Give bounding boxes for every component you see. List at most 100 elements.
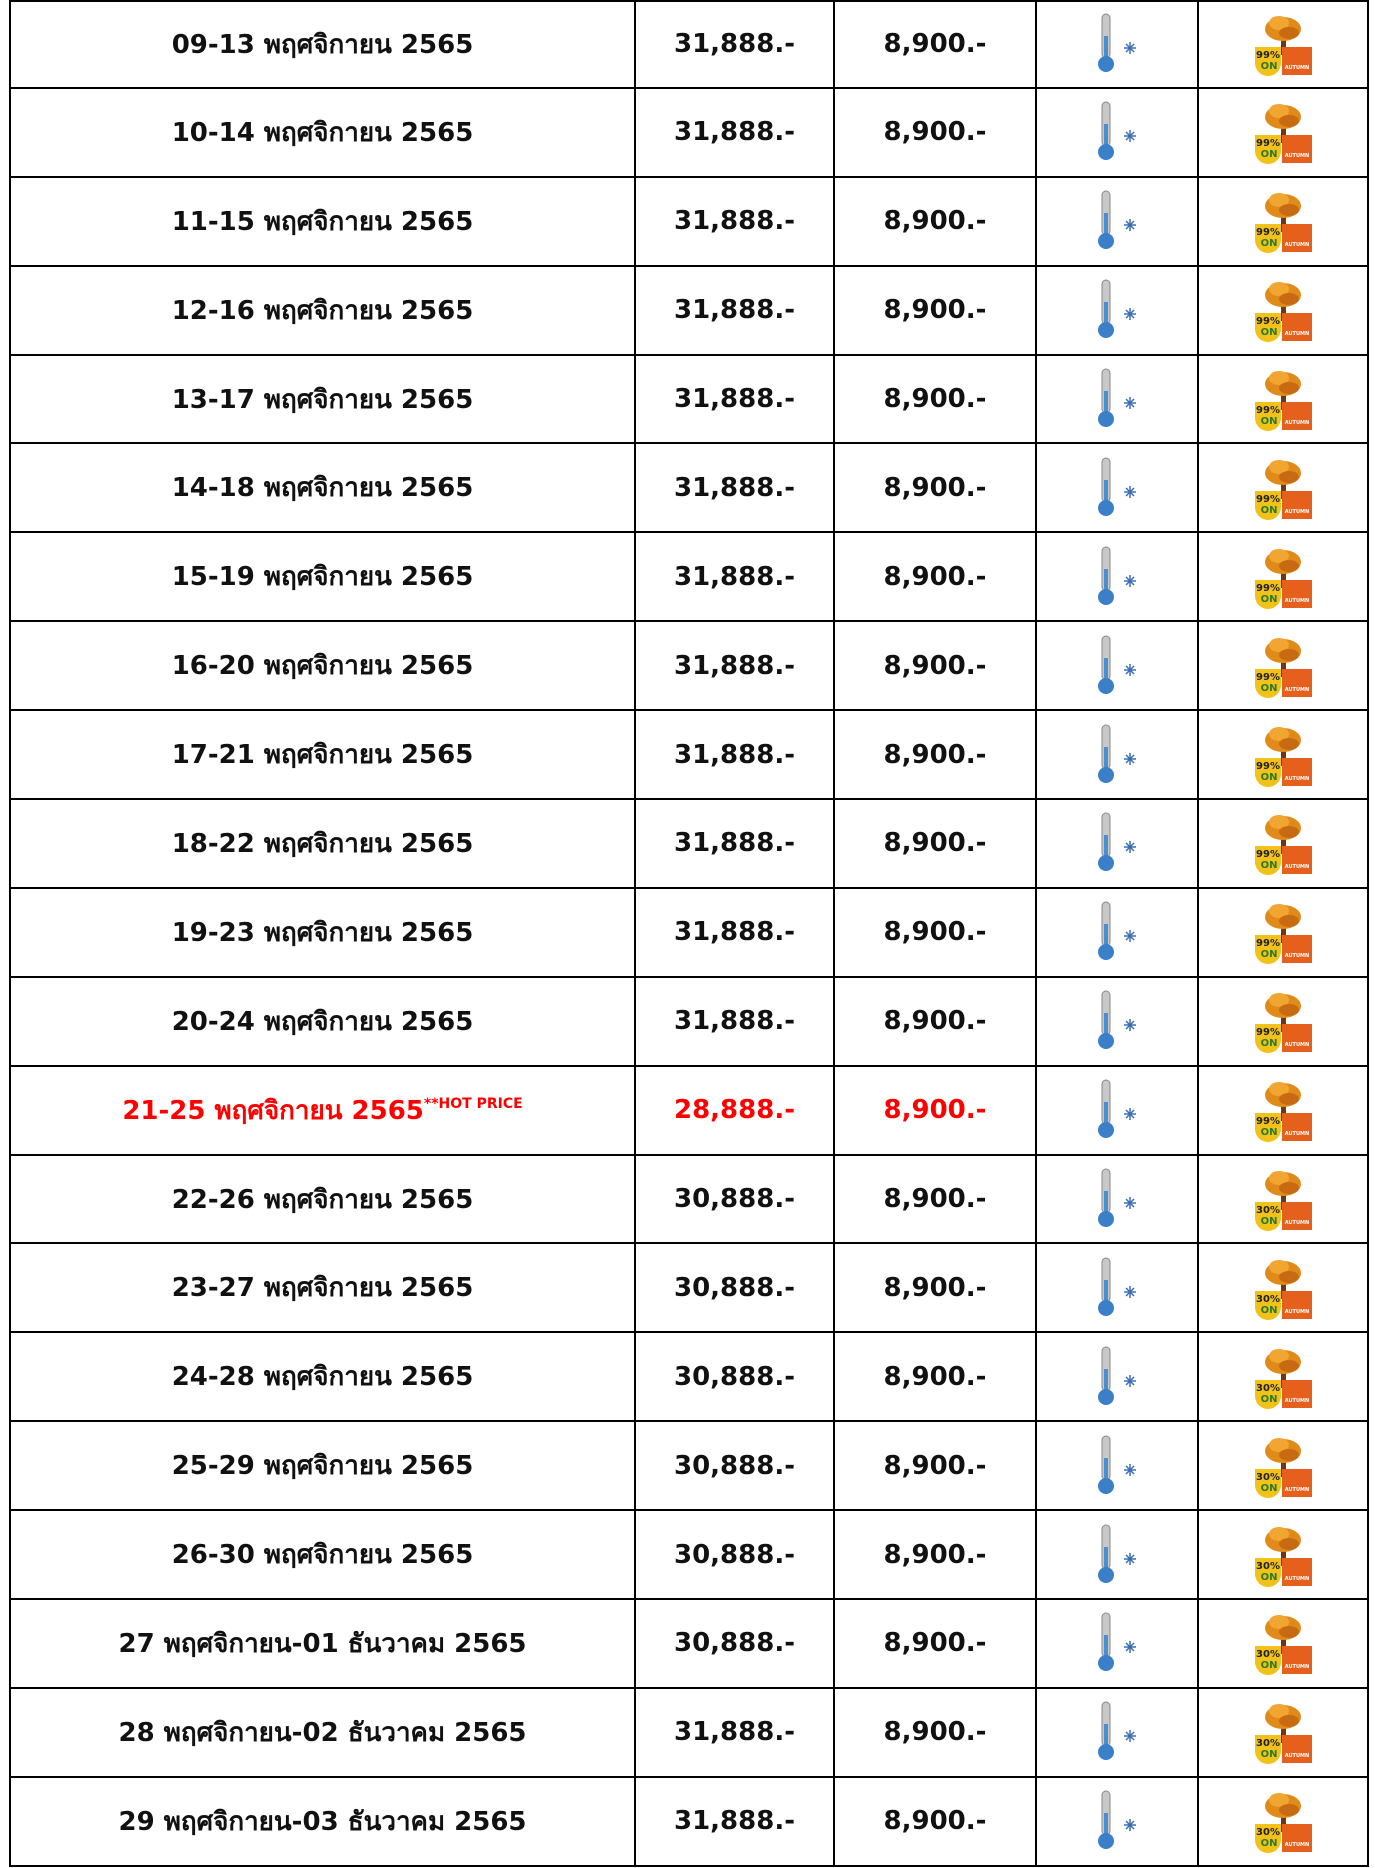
price-cell: 31,888.-	[636, 533, 835, 620]
date-cell: 19-23 พฤศจิกายน 2565	[11, 889, 636, 976]
weather-cell	[1037, 356, 1199, 443]
single-cell: 8,900.-	[835, 711, 1037, 798]
date: 14-18 พฤศจิกายน 2565	[172, 467, 474, 508]
badge-percent: 30%	[1256, 1738, 1280, 1749]
price: 31,888.-	[674, 1806, 795, 1836]
badge-label: AUTUMN	[1285, 776, 1309, 782]
badge-percent: 99%	[1256, 405, 1280, 416]
single-cell: 8,900.-	[835, 889, 1037, 976]
single-cell: 8,900.-	[835, 1422, 1037, 1509]
single-supplement: 8,900.-	[884, 29, 987, 59]
single-supplement: 8,900.-	[884, 295, 987, 325]
date: 20-24 พฤศจิกายน 2565	[172, 1001, 474, 1042]
weather-cell	[1037, 1244, 1199, 1331]
badge-label: AUTUMN	[1285, 598, 1309, 604]
single-cell: 8,900.-	[835, 356, 1037, 443]
price: 31,888.-	[674, 29, 795, 59]
single-cell: 8,900.-	[835, 533, 1037, 620]
single-supplement: 8,900.-	[884, 1540, 987, 1570]
badge-label: AUTUMN	[1285, 65, 1309, 71]
badge-on: ON	[1261, 1749, 1278, 1760]
single-supplement: 8,900.-	[884, 206, 987, 236]
cold-icon	[1092, 1167, 1142, 1231]
badge-label: AUTUMN	[1285, 1753, 1309, 1759]
badge-label: AUTUMN	[1285, 1131, 1309, 1137]
price-cell: 30,888.-	[636, 1156, 835, 1243]
single-supplement: 8,900.-	[884, 828, 987, 858]
single-cell: 8,900.-	[835, 267, 1037, 354]
badge-label: AUTUMN	[1285, 242, 1309, 248]
single-supplement: 8,900.-	[884, 1362, 987, 1392]
badge-on: ON	[1261, 1394, 1278, 1405]
badge-label: AUTUMN	[1285, 687, 1309, 693]
badge-percent: 30%	[1256, 1827, 1280, 1838]
table-row: 26-30 พฤศจิกายน 2565 30,888.- 8,900.- 30%O…	[11, 1511, 1367, 1600]
single-supplement: 8,900.-	[884, 1184, 987, 1214]
price: 30,888.-	[674, 1362, 795, 1392]
cold-icon	[1092, 456, 1142, 520]
weather-cell	[1037, 800, 1199, 887]
single-supplement: 8,900.-	[884, 117, 987, 147]
badge-label: AUTUMN	[1285, 864, 1309, 870]
badge-label: AUTUMN	[1285, 509, 1309, 515]
date-cell: 18-22 พฤศจิกายน 2565	[11, 800, 636, 887]
date: 22-26 พฤศจิกายน 2565	[172, 1179, 474, 1220]
date: 28 พฤศจิกายน-02 ธันวาคม 2565	[118, 1712, 526, 1753]
date-cell: 27 พฤศจิกายน-01 ธันวาคม 2565	[11, 1600, 636, 1687]
badge-label: AUTUMN	[1285, 331, 1309, 337]
price: 30,888.-	[674, 1273, 795, 1303]
price: 30,888.-	[674, 1540, 795, 1570]
single-cell: 8,900.-	[835, 1156, 1037, 1243]
date-cell: 24-28 พฤศจิกายน 2565	[11, 1333, 636, 1420]
single-supplement: 8,900.-	[884, 917, 987, 947]
single-cell: 8,900.-	[835, 978, 1037, 1065]
badge-percent: 99%	[1256, 938, 1280, 949]
badge-percent: 30%	[1256, 1383, 1280, 1394]
weather-cell	[1037, 1600, 1199, 1687]
date: 24-28 พฤศจิกายน 2565	[172, 1356, 474, 1397]
badge-on: ON	[1261, 1838, 1278, 1849]
badge-on: ON	[1261, 949, 1278, 960]
cold-icon	[1092, 100, 1142, 164]
price-cell: 31,888.-	[636, 89, 835, 176]
price-cell: 30,888.-	[636, 1600, 835, 1687]
single-supplement: 8,900.-	[884, 1717, 987, 1747]
date-cell: 11-15 พฤศจิกายน 2565	[11, 178, 636, 265]
weather-cell	[1037, 89, 1199, 176]
date-cell: 26-30 พฤศจิกายน 2565	[11, 1511, 636, 1598]
date-cell: 28 พฤศจิกายน-02 ธันวาคม 2565	[11, 1689, 636, 1776]
price-cell: 31,888.-	[636, 1778, 835, 1865]
badge-on: ON	[1261, 1216, 1278, 1227]
badge-label: AUTUMN	[1285, 1576, 1309, 1582]
weather-cell	[1037, 1422, 1199, 1509]
price: 30,888.-	[674, 1184, 795, 1214]
single-supplement: 8,900.-	[884, 562, 987, 592]
date-cell: 20-24 พฤศจิกายน 2565	[11, 978, 636, 1065]
date: 13-17 พฤศจิกายน 2565	[172, 379, 474, 420]
single-supplement: 8,900.-	[884, 651, 987, 681]
single-cell: 8,900.-	[835, 89, 1037, 176]
price: 31,888.-	[674, 206, 795, 236]
date: 27 พฤศจิกายน-01 ธันวาคม 2565	[118, 1623, 526, 1664]
weather-cell	[1037, 1067, 1199, 1154]
table-row: 24-28 พฤศจิกายน 2565 30,888.- 8,900.- 30%O…	[11, 1333, 1367, 1422]
badge-on: ON	[1261, 416, 1278, 427]
